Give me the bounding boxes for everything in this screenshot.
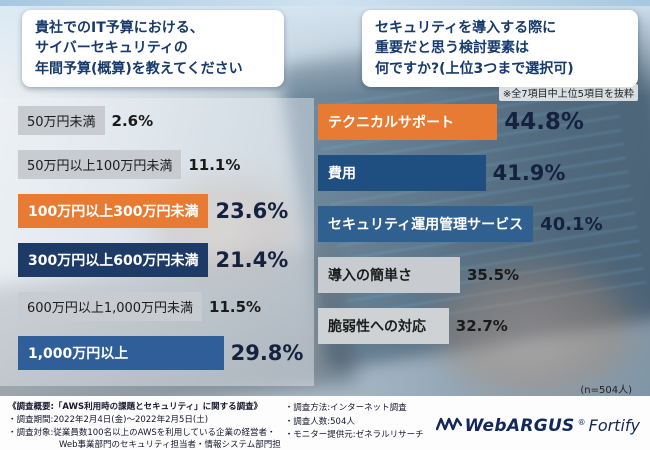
survey-detail-line: Web事業部門のセキュリティ担当者・情報システム部門担当者 [59,440,281,450]
bar-value: 44.8% [504,109,584,135]
security-factors-bar-chart: テクニカルサポート 44.8% 費用 41.9% セキュリティ運用管理サービス … [318,104,603,344]
bar-row: テクニカルサポート 44.8% [318,104,603,140]
bar-segment: 1,000万円以上 [18,336,224,370]
bar-value: 35.5% [467,266,520,284]
bar-segment: 脆弱性への対応 [318,308,449,344]
bar-segment: 導入の簡単さ [318,257,460,293]
survey-overview-block: 《調査概要:「AWS利用時の課題とセキュリティ」に関する調査》 ・調査期間:20… [8,401,285,450]
bar-row: 費用 41.9% [318,155,603,191]
bar-value: 21.4% [215,248,289,272]
title-line: 貴社でのIT予算における、 [35,20,204,36]
bar-segment: 600万円以上1,000万円未満 [18,292,203,321]
bar-value: 11.5% [209,297,262,316]
bar-segment: テクニカルサポート [318,104,498,140]
bar-row: 脆弱性への対応 32.7% [318,308,603,344]
sample-size-note: (n=504人) [580,385,632,396]
logo-block: WebARGUS ® Fortify [435,401,640,436]
survey-footer: 《調査概要:「AWS利用時の課題とセキュリティ」に関する調査》 ・調査期間:20… [0,396,650,450]
bar-row: 1,000万円以上 29.8% [18,336,303,370]
bar-row: 300万円以上600万円未満 21.4% [18,243,303,277]
logo-brand-text: WebARGUS [464,416,575,436]
survey-overview-title: 《調査概要:「AWS利用時の課題とセキュリティ」に関する調査》 [8,402,263,412]
bar-segment: 300万円以上600万円未満 [18,243,209,277]
bar-row: 導入の簡単さ 35.5% [318,257,603,293]
bar-value: 41.9% [492,161,566,185]
bar-value: 32.7% [455,317,508,335]
right-chart-title: セキュリティを導入する際に 重要だと思う検討要素は 何ですか?(上位3つまで選択… [362,10,638,87]
bar-segment: 100万円以上300万円未満 [18,194,209,228]
bar-row: 100万円以上300万円未満 23.6% [18,194,303,228]
logo-product-text: Fortify [588,416,640,435]
bar-value: 23.6% [215,199,289,223]
title-line: 何ですか?(上位3つまで選択可) [375,60,574,77]
bar-row: 50万円以上100万円未満 11.1% [18,150,303,179]
bar-row: セキュリティ運用管理サービス 40.1% [318,206,603,242]
survey-method-block: ・調査方法:インターネット調査 ・調査人数:504人 ・モニター提供元:ゼネラル… [285,401,436,443]
title-line: セキュリティを導入する際に [375,20,557,36]
logo-zigzag-icon [435,417,462,431]
bar-row: 50万円未満 2.6% [18,106,303,135]
webargus-fortify-logo: WebARGUS ® Fortify [435,413,640,436]
title-line: 年間予算(概算)を教えてください [35,60,243,77]
it-budget-bar-chart: 50万円未満 2.6% 50万円以上100万円未満 11.1% 100万円以上3… [18,106,303,370]
bar-segment: セキュリティ運用管理サービス [318,206,534,242]
bar-segment: 50万円未満 [18,106,105,135]
survey-detail-line: ・モニター提供元:ゼネラルリサーチ [284,430,424,441]
survey-detail-line: ・調査期間:2022年2月4日(金)〜2022年2月5日(土) [8,414,209,425]
bar-value: 29.8% [230,341,304,365]
bar-segment: 50万円以上100万円未満 [18,150,182,179]
title-line: サイバーセキュリティの [35,40,188,57]
right-chart-note: ※全7項目中上位5項目を抜粋 [498,84,638,101]
bar-row: 600万円以上1,000万円未満 11.5% [18,292,303,321]
survey-detail-line: ・調査方法:インターネット調査 [284,403,407,413]
top-accent-strip [0,0,650,6]
bar-value: 11.1% [188,155,241,174]
left-chart-title: 貴社でのIT予算における、 サイバーセキュリティの 年間予算(概算)を教えてくだ… [22,10,284,87]
bar-segment: 費用 [318,155,486,191]
survey-detail-line: ・調査人数:504人 [284,416,355,427]
bar-value: 2.6% [111,111,154,130]
logo-registered-mark: ® [577,418,586,427]
survey-detail-line: ・調査対象:従業員数100名以上のAWSを利用している企業の経営者・ [8,427,276,438]
title-line: 重要だと思う検討要素は [375,40,529,57]
bar-value: 40.1% [540,213,603,235]
